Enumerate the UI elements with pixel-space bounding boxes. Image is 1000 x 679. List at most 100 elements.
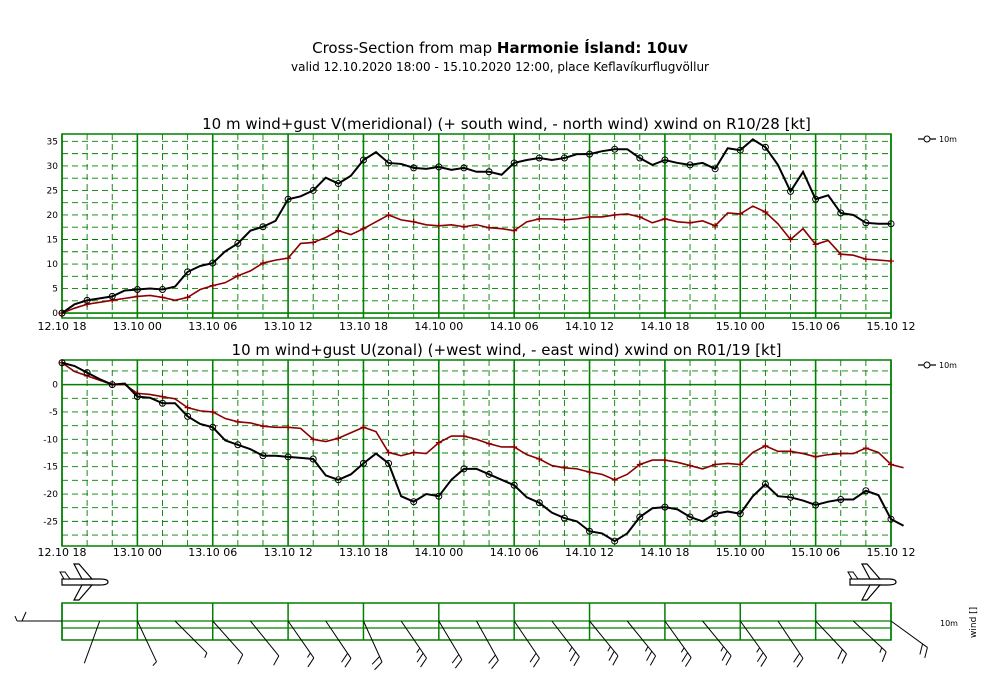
x-tick-label: 14.10 18: [640, 546, 689, 559]
y-tick-label: -15: [43, 463, 58, 473]
gust-point: [309, 186, 317, 194]
wind-barb-half-feather: [644, 646, 649, 652]
wind-barb-feather: [721, 650, 728, 661]
wind-barb-feather: [881, 651, 887, 662]
wind-barb-feather: [273, 655, 280, 666]
wind-barb-feather: [344, 658, 352, 668]
wind-point: [310, 436, 317, 443]
wind-barb-staff: [83, 620, 101, 664]
x-tick-label: 13.10 18: [339, 320, 388, 333]
gust-series-line: [61, 138, 891, 314]
wind-barb-feather: [796, 658, 804, 668]
wind-barb-staff: [325, 620, 352, 659]
wind-barb-feather: [725, 655, 732, 666]
gust-point: [359, 459, 367, 467]
wind-barb-staff: [400, 620, 427, 659]
wind-barb-staff: [739, 620, 768, 658]
wind-barb-half-feather: [568, 646, 573, 653]
gust-point: [787, 493, 795, 501]
gust-point: [812, 195, 820, 203]
wind-point: [184, 404, 191, 411]
gust-point: [108, 381, 116, 389]
wind-point: [184, 294, 191, 301]
gust-point: [158, 286, 166, 294]
airplane-wing-bottom: [73, 584, 94, 601]
gust-point: [510, 481, 518, 489]
gust-point: [535, 154, 543, 162]
wind-point: [285, 424, 292, 431]
x-tick-label: 14.10 00: [414, 320, 463, 333]
wind-point: [259, 423, 266, 430]
wind-barb-staff: [212, 620, 244, 655]
x-tick-label: 13.10 06: [188, 320, 237, 333]
wind-point: [486, 440, 493, 447]
wind-series-line: [61, 362, 904, 481]
wind-point: [84, 301, 91, 308]
wind-barb-feather: [573, 656, 580, 667]
wind-point: [536, 456, 543, 463]
wind-barb-staff: [551, 620, 580, 657]
wind-point: [687, 462, 694, 469]
gust-point: [686, 513, 694, 521]
wind-barb-feather: [649, 655, 657, 666]
x-tick-label: 14.10 12: [565, 546, 614, 559]
wind-barb-staff: [589, 620, 619, 657]
wind-barb-half-feather: [307, 652, 311, 658]
y-tick-label: 10: [47, 260, 59, 270]
gust-point: [234, 239, 242, 247]
gust-point: [736, 146, 744, 154]
y-tick-label: 0: [52, 309, 58, 319]
gust-point: [862, 487, 870, 495]
wind-barb-half-feather: [14, 615, 18, 622]
wind-point: [134, 293, 141, 300]
wind-point: [762, 442, 769, 449]
x-tick-label: 15.10 12: [867, 546, 916, 559]
wind-point: [460, 433, 467, 440]
gust-point: [385, 159, 393, 167]
wind-point: [611, 211, 618, 218]
x-tick-label: 14.10 00: [414, 546, 463, 559]
airplane-icon-right: [847, 563, 897, 601]
wind-point: [661, 457, 668, 464]
wind-point: [335, 227, 342, 234]
gust-point: [108, 292, 116, 300]
wind-barb-strip: 10m wind []: [14, 602, 979, 671]
airplane-tail: [59, 571, 71, 580]
x-tick-label: 15.10 06: [791, 320, 840, 333]
x-tick-label: 13.10 12: [264, 320, 313, 333]
wind-point: [661, 215, 668, 222]
legend-label: 10m: [939, 135, 957, 144]
wind-point: [385, 449, 392, 456]
wind-point: [561, 464, 568, 471]
gust-point: [83, 369, 91, 377]
gust-point: [812, 501, 820, 509]
gust-point: [761, 480, 769, 488]
wind-barb-half-feather: [756, 647, 761, 653]
wind-point: [259, 260, 266, 267]
x-tick-label: 13.10 12: [264, 546, 313, 559]
x-tick-label: 13.10 06: [188, 546, 237, 559]
wind-point: [837, 251, 844, 258]
y-tick-label: 5: [52, 285, 58, 295]
figure-title-block: Cross-Section from map Harmonie Ísland: …: [0, 38, 1000, 75]
gust-point: [560, 154, 568, 162]
gust-point: [284, 453, 292, 461]
gust-point: [133, 286, 141, 294]
wind-point: [285, 255, 292, 262]
y-tick-label: 15: [47, 235, 58, 245]
wind-point: [209, 408, 216, 415]
wind-barb-staff: [664, 620, 692, 658]
wind-point: [435, 222, 442, 229]
wind-barb-half-feather: [607, 646, 611, 652]
chart-title: 10 m wind+gust U(zonal) (+west wind, - e…: [232, 341, 782, 359]
gust-point: [711, 165, 719, 173]
gust-point: [787, 187, 795, 195]
wind-barb-half-feather: [879, 647, 883, 653]
x-tick-label: 13.10 00: [113, 546, 162, 559]
wind-point: [762, 209, 769, 216]
wind-point: [536, 215, 543, 222]
y-tick-label: 20: [47, 211, 59, 221]
gust-point: [887, 220, 895, 228]
wind-point: [159, 393, 166, 400]
wind-barb-feather: [841, 653, 847, 664]
